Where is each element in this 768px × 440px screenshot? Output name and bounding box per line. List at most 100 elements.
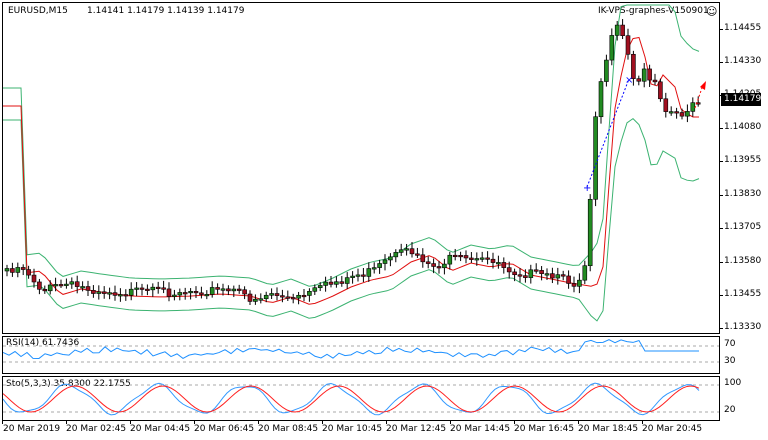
bearish-candle [625,35,631,55]
bearish-candle [679,112,685,117]
bullish-candle [4,268,10,272]
bullish-candle [587,198,593,267]
bearish-candle [10,268,15,273]
bearish-candle [512,271,517,276]
bearish-candle [560,274,566,277]
time-axis-label: 20 Mar 2019 [3,424,61,434]
candlestick-chart: +× [3,4,706,322]
bullish-candle [204,294,210,297]
time-axis-tick [514,421,515,424]
time-axis-tick [194,421,195,424]
bullish-candle [220,288,226,291]
price-axis-label: 1.13455 [724,289,762,299]
bullish-candle [107,292,112,295]
bearish-candle [523,275,528,278]
bullish-candle [377,263,382,268]
bearish-candle [409,248,415,255]
watermark-label: IK-VPS-graphes-V150901 [598,6,709,16]
bearish-candle [37,281,42,290]
rsi-level-label: 70 [724,339,736,349]
bearish-candle [652,79,658,83]
bullish-candle [479,257,485,260]
price-axis-tick [720,95,723,96]
price-axis-label: 1.13330 [724,322,762,332]
bearish-candle [458,255,463,258]
bullish-candle [15,267,21,273]
stochastic-pane[interactable]: Sto(5,3,3) 35.8300 22.1755 [2,376,720,421]
bullish-candle [388,256,393,261]
bullish-candle [188,291,193,294]
bearish-candle [415,253,420,256]
stoch-signal-line [3,385,700,413]
time-axis-label: 20 Mar 12:45 [386,424,447,434]
time-axis-tick [66,421,67,424]
bullish-candle [598,81,604,118]
bearish-candle [550,273,555,279]
bearish-candle [501,262,507,268]
bearish-candle [26,269,31,276]
time-axis-tick [578,421,579,424]
bearish-candle [274,293,280,296]
rsi-level-label: 30 [724,356,736,366]
price-chart-pane[interactable]: EURUSD,M15 1.14141 1.14179 1.14139 1.141… [2,2,720,334]
bullish-candle [53,284,58,287]
bearish-candle [339,281,345,284]
bearish-candle [226,288,231,292]
bearish-candle [85,286,91,291]
trade-line-dotted [586,78,630,188]
bearish-candle [236,288,242,291]
bullish-candle [209,287,215,295]
price-axis-tick [720,195,723,196]
bearish-candle [161,287,166,290]
bullish-candle [555,274,561,279]
bearish-candle [166,288,172,297]
bearish-candle [469,257,474,260]
ohlc-values: 1.14141 1.14179 1.14139 1.14179 [87,6,245,16]
bullish-candle [641,68,647,82]
price-axis-tick [720,29,723,30]
bearish-candle [425,261,431,264]
stoch-label: Sto(5,3,3) 35.8300 22.1755 [6,379,131,389]
time-axis-label: 20 Mar 06:45 [194,424,255,434]
time-axis-label: 20 Mar 04:45 [130,424,191,434]
bullish-candle [593,116,598,200]
time-axis-label: 20 Mar 20:45 [642,424,703,434]
rsi-pane[interactable]: RSI(14) 61.7436 [2,336,720,374]
bullish-candle [350,275,355,278]
price-axis-label: 1.13705 [724,222,762,232]
stoch-level-label: 100 [724,378,742,388]
bearish-candle [539,270,544,274]
bullish-candle [371,267,377,270]
bearish-candle [301,294,307,298]
bearish-candle [566,275,571,284]
price-axis-label: 1.13830 [724,189,762,199]
price-axis-label: 1.14455 [724,23,762,33]
bollinger-upper-line [3,4,700,287]
bearish-candle [139,287,145,290]
symbol-label: EURUSD,M15 [8,6,68,16]
bullish-candle [47,284,53,292]
bullish-candle [366,268,372,277]
bullish-candle [317,285,323,289]
bearish-candle [101,291,107,294]
bullish-candle [263,294,269,300]
bearish-candle [280,295,285,298]
bullish-candle [80,286,85,289]
bearish-candle [155,286,161,289]
time-axis-label: 20 Mar 14:45 [450,424,511,434]
bullish-candle [312,287,318,292]
bearish-candle [431,263,436,267]
stoch-level-label: 20 [724,405,736,415]
bullish-candle [64,283,69,286]
current-price-tag: 1.14179 [721,93,761,106]
time-axis-tick [322,421,323,424]
bullish-candle [577,279,582,287]
price-axis-tick [720,128,723,129]
bearish-candle [663,98,669,112]
bearish-candle [533,269,539,272]
time-axis-label: 20 Mar 10:45 [322,424,383,434]
smiley-icon: ☺ [706,5,718,18]
bearish-candle [247,293,253,302]
bullish-candle [150,286,156,291]
bearish-candle [285,296,291,299]
